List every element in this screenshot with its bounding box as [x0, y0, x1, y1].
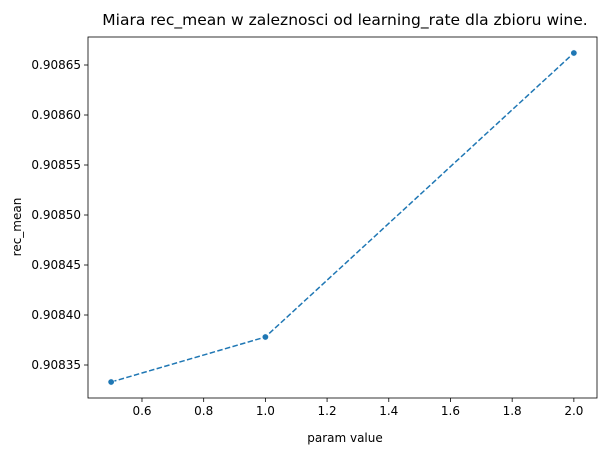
x-tick-label: 0.6: [132, 404, 151, 418]
y-tick-label: 0.90845: [31, 258, 81, 272]
y-tick-label: 0.90865: [31, 58, 81, 72]
y-tick-label: 0.90850: [31, 208, 81, 222]
data-point: [261, 333, 269, 341]
x-tick-label: 0.8: [194, 404, 213, 418]
y-axis: 0.90835 0.90840 0.90845 0.90850 0.90855 0.908…: [31, 58, 88, 372]
chart-title: Miara rec_mean w zaleznosci od learning_…: [102, 11, 587, 30]
y-tick-label: 0.90855: [31, 158, 81, 172]
x-tick-label: 1.6: [441, 404, 460, 418]
data-point: [107, 378, 115, 386]
y-axis-label: rec_mean: [10, 198, 24, 257]
x-tick-label: 1.2: [318, 404, 337, 418]
x-tick-label: 2.0: [564, 404, 583, 418]
x-axis: 0.6 0.8 1.0 1.2 1.4 1.6 1.8 2.0: [132, 398, 583, 418]
x-tick-label: 1.8: [503, 404, 522, 418]
y-tick-label: 0.90840: [31, 308, 81, 322]
data-point: [570, 49, 578, 57]
y-tick-label: 0.90860: [31, 108, 81, 122]
y-tick-label: 0.90835: [31, 358, 81, 372]
x-tick-label: 1.0: [256, 404, 275, 418]
series-layer: [107, 49, 578, 386]
plot-frame: [87, 36, 598, 399]
plot-area: 0.6 0.8 1.0 1.2 1.4 1.6 1.8 2.0 0.908350.908400…: [31, 36, 598, 418]
x-axis-label: param value: [307, 431, 383, 445]
x-tick-label: 1.4: [379, 404, 398, 418]
